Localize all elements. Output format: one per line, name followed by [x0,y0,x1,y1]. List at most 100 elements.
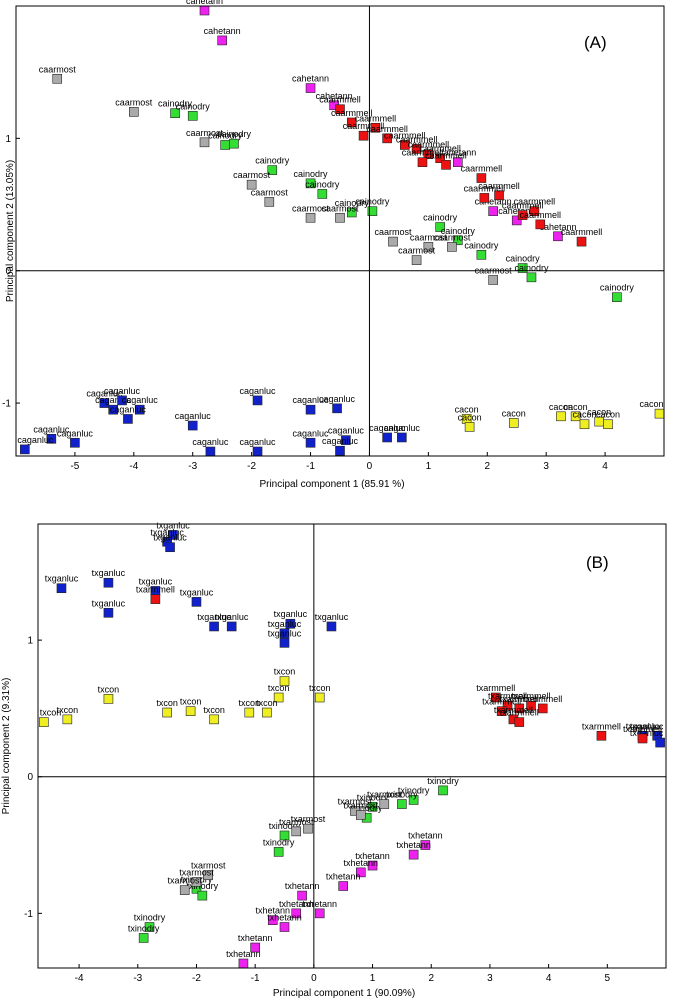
data-label-caarmost: caarmost [410,232,448,242]
data-label-txinodry: txinodry [427,776,459,786]
data-point-caarmost [129,107,139,117]
y-tick-label: 1 [5,134,11,145]
data-point-caarmmell [479,193,490,203]
data-label-caganluc: caganluc [57,428,94,438]
data-point-txcon [209,714,219,725]
data-label-txhetann: txhetann [302,899,337,909]
data-label-txganluc: txganluc [215,612,249,622]
data-label-cainodry: cainodry [441,226,476,236]
data-point-cainodry [170,108,180,119]
data-label-txhetann: txhetann [256,906,291,916]
panel-b-scatter: txganluctxganluctxganluctxganluctxganluc… [1,520,667,999]
data-label-txarmost: txarmost [338,796,373,806]
data-point-caarmmell [335,104,345,115]
data-label-caganluc: caganluc [192,437,229,447]
data-label-caganluc: caganluc [122,395,159,405]
panel-a-label: (A) [584,33,607,52]
data-label-txganluc: txganluc [156,520,190,530]
data-point-txhetann [297,890,307,901]
data-point-cahetann [199,5,210,16]
data-label-caganluc: caganluc [95,395,132,405]
data-point-caganluc [205,446,216,457]
data-label-txinodry: txinodry [263,837,295,847]
data-point-txinodry [408,795,419,805]
data-point-caganluc [70,437,80,448]
data-label-txarmost: txarmost [191,861,226,871]
data-label-caarmmell: caarmmell [561,227,603,237]
data-label-cacon: cacon [455,404,479,414]
data-label-txarmost: txarmost [179,867,214,877]
data-label-txganluc: txganluc [630,721,664,731]
data-point-txhetann [408,849,419,860]
data-point-cacon [570,411,581,422]
data-point-txganluc [279,638,290,648]
series-cahetann: cahetanncahetanncahetanncahetanncahetann… [186,0,576,242]
data-point-txarmmell [496,706,507,716]
y-tick-label: 0 [27,772,33,783]
data-point-caarmmell [370,122,381,133]
data-label-txcon: txcon [274,667,296,677]
data-point-txganluc [191,597,202,607]
data-label-txinodry: txinodry [357,792,389,802]
data-point-txganluc [655,737,665,748]
data-point-txinodry [367,801,378,812]
data-label-cainodry: cainodry [217,129,252,139]
data-label-txinodry: txinodry [269,821,301,831]
data-point-cainodry [317,189,328,199]
data-point-txganluc [226,621,237,632]
data-point-txganluc [103,577,114,588]
data-label-txcon: txcon [239,698,261,708]
data-label-txhetann: txhetann [396,840,431,850]
data-point-cahetann [217,35,227,46]
data-label-txarmost: txarmost [279,817,314,827]
data-label-caarmmell: caarmmell [402,148,444,158]
data-label-caganluc: caganluc [104,386,141,396]
series-txarmmell: txarmmelltxarmmelltxarmmelltxarmmelltxar… [136,585,662,744]
data-point-caarmmell [346,117,357,128]
data-point-caarmost [52,73,63,84]
data-label-caarmmell: caarmmell [355,113,397,123]
x-tick-label: 4 [602,461,608,472]
y-tick-label: 1 [27,636,33,647]
data-label-cacon: cacon [596,410,620,420]
data-label-cainodry: cainodry [514,263,549,273]
data-label-txhetann: txhetann [355,851,390,861]
data-label-cainodry: cainodry [176,101,211,111]
data-point-caarmmell [411,144,422,154]
x-tick-label: 0 [367,461,373,472]
series-caganluc: caganluccaganluccaganluccaganluccaganluc… [17,386,420,457]
data-label-cacon: cacon [549,402,573,412]
data-label-txcon: txcon [180,697,202,707]
series-txarmost: txarmosttxarmosttxarmosttxarmosttxarmost… [167,790,402,895]
data-label-caarmost: caarmost [321,203,359,213]
x-tick-label: -1 [251,973,260,984]
data-point-caarmost [423,242,434,252]
data-point-caarmost [411,255,422,265]
data-label-txcon: txcon [40,708,62,718]
data-point-caarmmell [576,236,587,247]
data-label-caarmost: caarmost [292,203,330,213]
data-point-cacon [603,419,613,430]
series-txhetann: txhetanntxhetanntxhetanntxhetanntxhetann… [226,831,443,969]
data-point-caarmmell [399,140,410,150]
panel-a-x-axis-title: Principal component 1 (85.91 %) [259,479,404,490]
data-point-txarmost [379,799,390,809]
data-label-txganluc: txganluc [315,612,349,622]
data-label-txarmmell: txarmmell [136,585,175,595]
data-label-caarmost: caarmost [398,246,436,256]
data-label-txganluc: txganluc [92,598,126,608]
data-point-cainodry [187,111,198,121]
data-point-caganluc [252,395,263,406]
data-label-txganluc: txganluc [626,721,660,731]
data-point-cainodry [453,235,463,246]
data-label-txarmmell: txarmmell [476,683,515,693]
data-point-txganluc [285,618,296,629]
x-tick-label: -1 [306,461,315,472]
x-tick-label: -2 [192,973,201,984]
data-point-caarmmell [441,160,451,170]
data-label-txarmmell: txarmmell [488,691,527,701]
data-label-txinodry: txinodry [351,803,383,813]
data-label-cainodry: cainodry [208,130,243,140]
data-point-caarmmell [358,130,369,141]
data-point-cainodry [367,206,378,216]
